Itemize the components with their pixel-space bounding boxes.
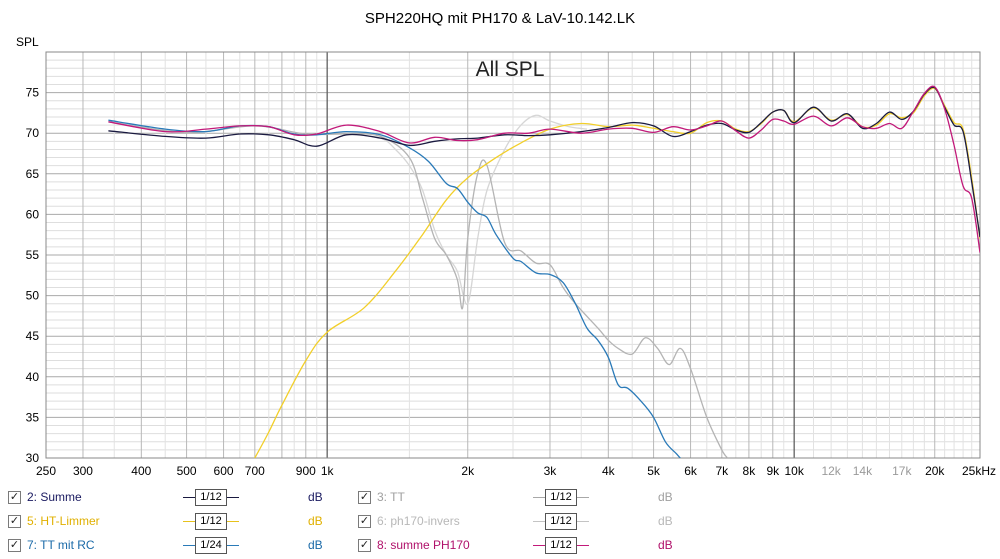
x-tick-label: 4k bbox=[602, 464, 616, 478]
smoothing-value: 1/12 bbox=[545, 513, 577, 530]
y-tick-label: 75 bbox=[26, 86, 40, 100]
legend-item-summe[interactable]: ✓ 2: Summe 1/12 dB bbox=[8, 488, 338, 508]
unit-label: dB bbox=[308, 538, 323, 552]
x-tick-label: 3k bbox=[544, 464, 558, 478]
y-tick-label: 65 bbox=[26, 167, 40, 181]
smoothing-selector[interactable]: 1/12 bbox=[533, 512, 589, 530]
chart-annotation: All SPL bbox=[476, 58, 545, 81]
legend-item-tt-mit-rc[interactable]: ✓ 7: TT mit RC 1/24 dB bbox=[8, 536, 338, 556]
checkbox[interactable]: ✓ bbox=[358, 515, 371, 528]
legend-item-tt[interactable]: ✓ 3: TT 1/12 dB bbox=[358, 488, 688, 508]
legend-label: 5: HT-Limmer bbox=[27, 514, 100, 528]
x-tick-label: 600 bbox=[214, 464, 234, 478]
unit-label: dB bbox=[658, 514, 673, 528]
y-tick-label: 35 bbox=[26, 410, 40, 424]
x-tick-label: 5k bbox=[647, 464, 661, 478]
y-tick-label: 30 bbox=[26, 451, 40, 465]
legend-label: 2: Summe bbox=[27, 490, 82, 504]
y-axis-label: SPL bbox=[16, 35, 39, 49]
legend-item-ht-limmer[interactable]: ✓ 5: HT-Limmer 1/12 dB bbox=[8, 512, 338, 532]
x-tick-label: 900 bbox=[296, 464, 316, 478]
legend-label: 8: summe PH170 bbox=[377, 538, 470, 552]
unit-label: dB bbox=[658, 538, 673, 552]
checkbox[interactable]: ✓ bbox=[358, 539, 371, 552]
legend-label: 7: TT mit RC bbox=[27, 538, 95, 552]
x-tick-label: 6k bbox=[684, 464, 698, 478]
chart-title: SPH220HQ mit PH170 & LaV-10.142.LK bbox=[365, 10, 635, 27]
x-tick-label: 2k bbox=[461, 464, 475, 478]
unit-label: dB bbox=[308, 490, 323, 504]
x-tick-label: 500 bbox=[177, 464, 197, 478]
plot-border bbox=[45, 51, 981, 459]
legend-item-summe-ph170[interactable]: ✓ 8: summe PH170 1/12 dB bbox=[358, 536, 688, 556]
x-tick-label: 250 bbox=[36, 464, 56, 478]
checkbox[interactable]: ✓ bbox=[358, 491, 371, 504]
smoothing-selector[interactable]: 1/12 bbox=[183, 488, 239, 506]
x-tick-label: 400 bbox=[131, 464, 151, 478]
legend: ✓ 2: Summe 1/12 dB ✓ 5: HT-Limmer 1/12 d… bbox=[0, 484, 1000, 559]
x-tick-label: 9k bbox=[766, 464, 780, 478]
x-tick-label: 10k bbox=[784, 464, 804, 478]
smoothing-value: 1/24 bbox=[195, 537, 227, 554]
x-tick-label: 700 bbox=[245, 464, 265, 478]
smoothing-selector[interactable]: 1/12 bbox=[533, 536, 589, 554]
y-tick-label: 60 bbox=[26, 207, 40, 221]
smoothing-value: 1/12 bbox=[545, 489, 577, 506]
checkbox[interactable]: ✓ bbox=[8, 515, 21, 528]
tick-labels: 30 35 40 45 50 55 60 65 70 75 250 300 400 500 600 700 90… bbox=[26, 86, 996, 478]
smoothing-selector[interactable]: 1/12 bbox=[183, 512, 239, 530]
checkbox[interactable]: ✓ bbox=[8, 539, 21, 552]
x-tick-label: 7k bbox=[715, 464, 729, 478]
x-tick-label: 25kHz bbox=[962, 464, 996, 478]
x-tick-label: 12k bbox=[821, 464, 841, 478]
checkbox[interactable]: ✓ bbox=[8, 491, 21, 504]
x-tick-label: 17k bbox=[892, 464, 912, 478]
series-group bbox=[108, 85, 980, 458]
legend-label: 6: ph170-invers bbox=[377, 514, 460, 528]
smoothing-value: 1/12 bbox=[545, 537, 577, 554]
y-tick-label: 45 bbox=[26, 329, 40, 343]
series-line-5 bbox=[108, 85, 980, 253]
unit-label: dB bbox=[658, 490, 673, 504]
y-tick-label: 55 bbox=[26, 248, 40, 262]
smoothing-selector[interactable]: 1/12 bbox=[533, 488, 589, 506]
x-tick-label: 300 bbox=[73, 464, 93, 478]
y-tick-label: 40 bbox=[26, 370, 40, 384]
y-tick-label: 70 bbox=[26, 126, 40, 140]
legend-item-ph170-invers[interactable]: ✓ 6: ph170-invers 1/12 dB bbox=[358, 512, 688, 532]
x-tick-label: 20k bbox=[925, 464, 945, 478]
smoothing-value: 1/12 bbox=[195, 513, 227, 530]
smoothing-value: 1/12 bbox=[195, 489, 227, 506]
grid bbox=[45, 51, 981, 459]
unit-label: dB bbox=[308, 514, 323, 528]
x-tick-label: 1k bbox=[321, 464, 335, 478]
frequency-response-chart: SPH220HQ mit PH170 & LaV-10.142.LK SPL 3… bbox=[16, 10, 996, 478]
x-tick-label: 14k bbox=[853, 464, 873, 478]
legend-label: 3: TT bbox=[377, 490, 405, 504]
series-line-0 bbox=[108, 86, 980, 238]
series-line-3 bbox=[108, 121, 729, 458]
series-line-4 bbox=[346, 114, 588, 305]
y-tick-label: 50 bbox=[26, 289, 40, 303]
x-tick-label: 8k bbox=[743, 464, 757, 478]
smoothing-selector[interactable]: 1/24 bbox=[183, 536, 239, 554]
